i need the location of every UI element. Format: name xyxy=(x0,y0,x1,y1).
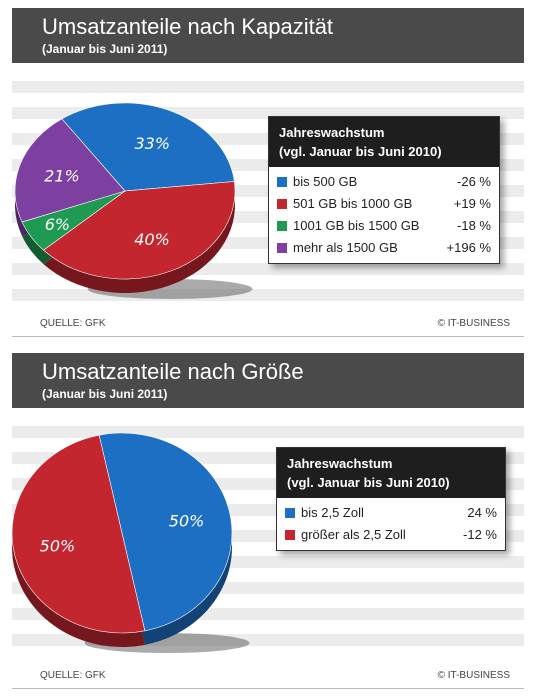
legend-swatch xyxy=(277,177,287,187)
legend-swatch xyxy=(277,243,287,253)
pie-slice-label: 6% xyxy=(45,215,70,234)
legend-item: bis 500 GB -26 % xyxy=(269,171,499,193)
stripe xyxy=(12,81,524,93)
legend-value: +196 % xyxy=(446,240,491,255)
legend-item: 501 GB bis 1000 GB +19 % xyxy=(269,193,499,215)
pie-slice xyxy=(43,181,236,280)
legend-item: bis 2,5 Zoll 24 % xyxy=(277,502,505,524)
pie-slice-label: 21% xyxy=(44,166,80,185)
legend-swatch xyxy=(285,530,295,540)
chart-header: Umsatzanteile nach Größe (Januar bis Jun… xyxy=(12,353,524,408)
legend-swatch xyxy=(277,221,287,231)
legend-header: Jahreswachstum (vgl. Januar bis Juni 201… xyxy=(269,117,499,167)
legend-subtitle: (vgl. Januar bis Juni 2010) xyxy=(287,475,450,490)
legend-swatch xyxy=(277,199,287,209)
legend-value: -12 % xyxy=(463,527,497,542)
legend-item: größer als 2,5 Zoll -12 % xyxy=(277,524,505,546)
legend-label: größer als 2,5 Zoll xyxy=(301,527,406,542)
pie-slice-label: 50% xyxy=(40,536,76,555)
legend-label: 1001 GB bis 1500 GB xyxy=(293,218,420,233)
chart-title: Umsatzanteile nach Größe xyxy=(42,359,304,384)
footer-divider xyxy=(12,336,524,337)
legend-subtitle: (vgl. Januar bis Juni 2010) xyxy=(279,144,442,159)
legend-item: 1001 GB bis 1500 GB -18 % xyxy=(269,215,499,237)
legend-swatch xyxy=(285,508,295,518)
legend-label: bis 2,5 Zoll xyxy=(301,505,364,520)
chart-subtitle: (Januar bis Juni 2011) xyxy=(42,387,168,401)
pie-slice-label: 40% xyxy=(134,230,170,249)
legend-value: -18 % xyxy=(457,218,491,233)
copyright-note: © IT-BUSINESS xyxy=(437,670,510,681)
pie-slice xyxy=(14,118,126,223)
pie-slice xyxy=(11,434,146,634)
pie-chart-size: 50% 50% xyxy=(11,432,250,653)
copyright-note: © IT-BUSINESS xyxy=(437,318,510,329)
legend-box: Jahreswachstum (vgl. Januar bis Juni 201… xyxy=(276,447,506,551)
chart-header: Umsatzanteile nach Kapazität (Januar bis… xyxy=(12,8,524,63)
legend-title: Jahreswachstum xyxy=(287,456,393,471)
pie-slice xyxy=(61,102,235,192)
chart-panel-size: Umsatzanteile nach Größe (Januar bis Jun… xyxy=(0,345,540,697)
legend-value: 24 % xyxy=(467,505,497,520)
pie-chart-capacity: 33% 40% 6% 21% xyxy=(14,102,253,299)
chart-panel-capacity: Umsatzanteile nach Kapazität (Januar bis… xyxy=(0,0,540,345)
legend-value: -26 % xyxy=(457,174,491,189)
legend-rows: bis 500 GB -26 % 501 GB bis 1000 GB +19 % 10… xyxy=(269,167,499,263)
legend-label: 501 GB bis 1000 GB xyxy=(293,196,413,211)
source-note: QUELLE: GFK xyxy=(40,318,106,329)
legend-item: mehr als 1500 GB +196 % xyxy=(269,237,499,259)
pie-slice-label: 50% xyxy=(169,512,205,531)
legend-header: Jahreswachstum (vgl. Januar bis Juni 201… xyxy=(277,448,505,498)
pie-slice xyxy=(98,432,233,632)
pie-slice-label: 33% xyxy=(134,134,170,153)
chart-subtitle: (Januar bis Juni 2011) xyxy=(42,42,168,56)
legend-label: mehr als 1500 GB xyxy=(293,240,398,255)
legend-rows: bis 2,5 Zoll 24 % größer als 2,5 Zoll -12 % xyxy=(277,498,505,550)
source-note: QUELLE: GFK xyxy=(40,670,106,681)
chart-title: Umsatzanteile nach Kapazität xyxy=(42,14,334,39)
footer-divider xyxy=(12,688,524,689)
legend-box: Jahreswachstum (vgl. Januar bis Juni 201… xyxy=(268,116,500,264)
legend-value: +19 % xyxy=(453,196,491,211)
legend-label: bis 500 GB xyxy=(293,174,358,189)
legend-title: Jahreswachstum xyxy=(279,125,385,140)
